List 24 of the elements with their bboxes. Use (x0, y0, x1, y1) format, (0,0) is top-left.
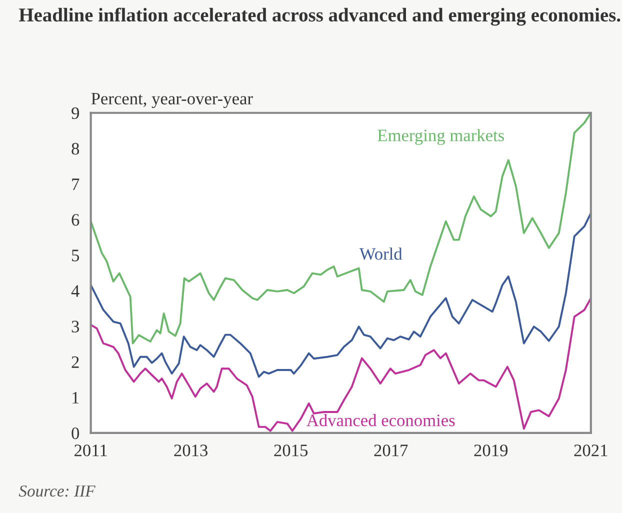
y-tick-label: 8 (72, 142, 80, 155)
y-tick-label: 9 (72, 107, 79, 120)
series-label: Emerging markets (378, 129, 504, 145)
chart-title: Headline inflation accelerated across advanced and emerging economies. (18, 8, 620, 26)
y-tick-label: 7 (72, 178, 80, 190)
y-tick-label: 4 (71, 285, 80, 297)
y-tick-label: 1 (72, 392, 79, 404)
y-tick-label: 2 (72, 356, 79, 368)
x-tick-label: 2015 (274, 444, 308, 456)
source-note: Source: IIF (18, 485, 96, 497)
text: World (359, 248, 402, 260)
y-tick-label: 5 (72, 250, 80, 262)
y-axis-title: Percent, year-over-year (91, 92, 253, 108)
line-series (90, 212, 591, 378)
x-tick-label: 2021 (574, 444, 608, 456)
y-tick-label: 0 (72, 427, 80, 440)
x-tick-label: 2017 (374, 444, 408, 456)
y-tick-label: 6 (72, 214, 80, 226)
line-series (90, 297, 591, 432)
x-tick-label: 2019 (474, 444, 508, 456)
y-tick-label: 3 (72, 320, 80, 332)
x-tick-label: 2013 (174, 444, 208, 456)
x-tick-label: 2011 (74, 444, 107, 456)
series-label: Advanced economies (306, 414, 455, 426)
